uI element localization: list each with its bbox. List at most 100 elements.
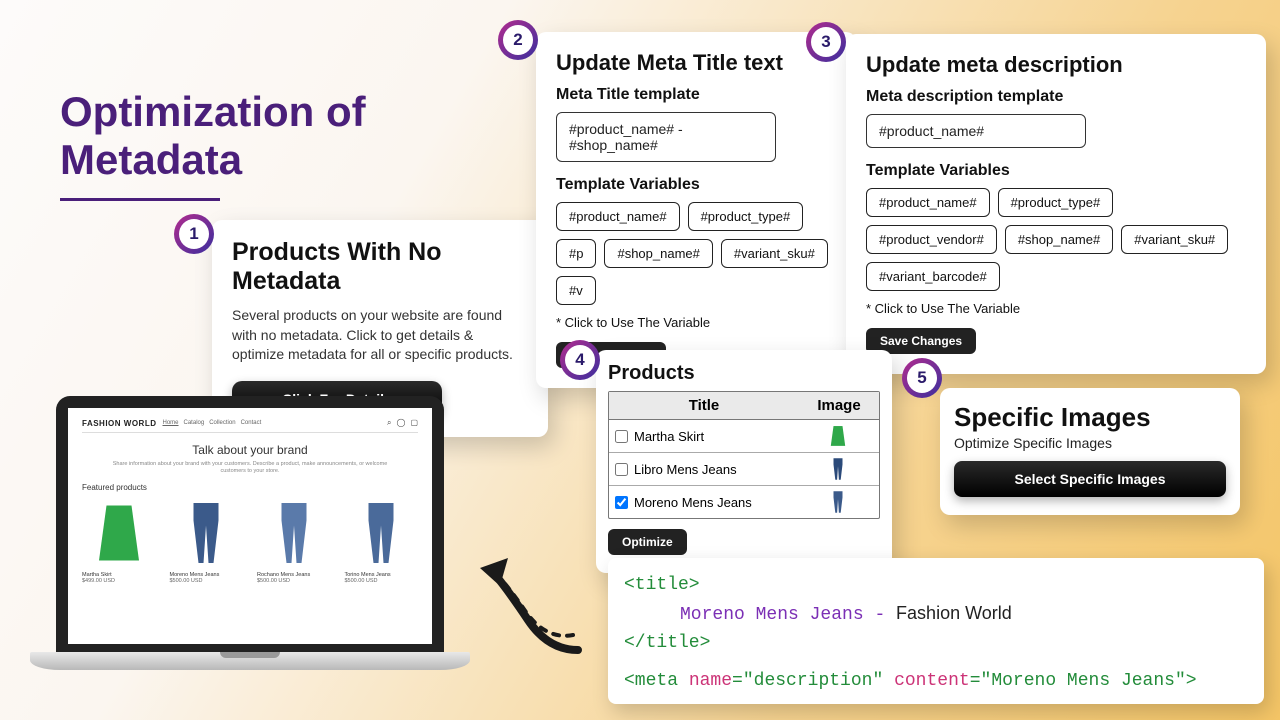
meta-description-template-input[interactable]: #product_name#: [866, 114, 1086, 148]
row-checkbox[interactable]: [615, 496, 628, 509]
code-eq1: =: [732, 671, 743, 691]
code-sep: -: [864, 605, 896, 625]
template-variable-chip[interactable]: #v: [556, 276, 596, 305]
code-meta-close: >: [1186, 671, 1197, 691]
step-number: 5: [907, 363, 937, 393]
user-icon: ◯: [396, 418, 405, 428]
step-number: 3: [811, 27, 841, 57]
product-image: [345, 498, 419, 568]
template-variable-chip[interactable]: #product_name#: [866, 188, 990, 217]
nav-link: Collection: [209, 420, 235, 426]
product-price: $500.00 USD: [345, 578, 419, 584]
step-badge-4: 4: [560, 340, 600, 380]
template-variable-chip[interactable]: #variant_barcode#: [866, 262, 1000, 291]
card2-subtitle: Meta Title template: [556, 86, 846, 104]
laptop-mockup: FASHION WORLD Home Catalog Collection Conta…: [30, 396, 470, 706]
code-content-val: "Moreno Mens Jeans": [981, 671, 1186, 691]
optimize-button[interactable]: Optimize: [608, 529, 687, 555]
shop-brand: FASHION WORLD: [82, 419, 157, 428]
card1-title: Products With No Metadata: [232, 238, 528, 296]
product-title: Martha Skirt: [634, 429, 803, 444]
shop-hero-title: Talk about your brand: [82, 443, 418, 457]
col-title: Title: [609, 392, 799, 419]
step-badge-3: 3: [806, 22, 846, 62]
table-row[interactable]: Moreno Mens Jeans: [609, 486, 879, 518]
products-table: Title Image Martha Skirt Libro Mens Jean…: [608, 391, 880, 519]
nav-link: Contact: [241, 420, 262, 426]
product-price: $499.00 USD: [82, 578, 156, 584]
card3-vars-label: Template Variables: [866, 162, 1246, 180]
shop-hero-subtitle: Share information about your brand with …: [82, 461, 418, 475]
code-title-close: </title>: [624, 633, 710, 653]
shop-product-item: Martha Skirt $499.00 USD: [82, 498, 156, 584]
product-thumb: [803, 457, 873, 481]
step-badge-1: 1: [174, 214, 214, 254]
template-variable-chip[interactable]: #variant_sku#: [721, 239, 828, 268]
page-title: Optimization ofMetadata: [60, 88, 366, 185]
card2-chips: #product_name# #product_type# #p #shop_name…: [556, 202, 846, 305]
card3-title: Update meta description: [866, 52, 1246, 78]
shop-hero: Talk about your brand Share information …: [82, 443, 418, 475]
template-variable-chip[interactable]: #variant_sku#: [1121, 225, 1228, 254]
code-eq2: =: [970, 671, 981, 691]
table-row[interactable]: Libro Mens Jeans: [609, 453, 879, 486]
card5-title: Specific Images: [954, 402, 1226, 433]
template-variable-chip[interactable]: #p: [556, 239, 596, 268]
step-number: 4: [565, 345, 595, 375]
shop-navbar: FASHION WORLD Home Catalog Collection Conta…: [82, 418, 418, 433]
step-number: 2: [503, 25, 533, 55]
nav-link: Home: [163, 420, 179, 426]
products-table-header: Title Image: [609, 392, 879, 420]
code-desc-val: "description": [743, 671, 883, 691]
card3-chips: #product_name# #product_type##product_ven…: [866, 188, 1246, 291]
step-badge-5: 5: [902, 358, 942, 398]
shop-section-label: Featured products: [82, 483, 418, 492]
row-checkbox[interactable]: [615, 463, 628, 476]
code-title-open: <title>: [624, 575, 700, 595]
template-variable-chip[interactable]: #product_type#: [688, 202, 804, 231]
template-variable-chip[interactable]: #product_name#: [556, 202, 680, 231]
template-variable-chip[interactable]: #shop_name#: [1005, 225, 1113, 254]
product-price: $500.00 USD: [170, 578, 244, 584]
shop-nav-icons: ⌕ ◯ ▢: [387, 418, 418, 428]
product-title: Libro Mens Jeans: [634, 462, 803, 477]
template-variable-chip[interactable]: #product_vendor#: [866, 225, 997, 254]
code-output: <title> Moreno Mens Jeans - Fashion Worl…: [608, 558, 1264, 704]
shop-product-grid: Martha Skirt $499.00 USD Moreno Mens Jea…: [82, 498, 418, 584]
code-shop-name: Fashion World: [896, 603, 1012, 623]
laptop-screen: FASHION WORLD Home Catalog Collection Conta…: [68, 408, 432, 644]
search-icon: ⌕: [387, 418, 391, 428]
curved-arrow-icon: [478, 540, 598, 660]
laptop-screen-frame: FASHION WORLD Home Catalog Collection Conta…: [56, 396, 444, 656]
card-meta-title: Update Meta Title text Meta Title templa…: [536, 32, 856, 388]
cart-icon: ▢: [410, 418, 418, 428]
table-row[interactable]: Martha Skirt: [609, 420, 879, 453]
code-meta-open: <meta: [624, 671, 689, 691]
card4-title: Products: [608, 362, 880, 385]
card5-subtitle: Optimize Specific Images: [954, 435, 1226, 451]
laptop-notch: [220, 652, 280, 658]
select-specific-images-button[interactable]: Select Specific Images: [954, 461, 1226, 497]
product-image: [82, 498, 156, 568]
card2-vars-label: Template Variables: [556, 176, 846, 194]
shop-product-item: Rochano Mens Jeans $500.00 USD: [257, 498, 331, 584]
card-meta-description: Update meta description Meta description…: [846, 34, 1266, 374]
product-image: [170, 498, 244, 568]
template-variable-chip[interactable]: #product_type#: [998, 188, 1114, 217]
code-attr-content: content: [883, 671, 969, 691]
card2-title: Update Meta Title text: [556, 50, 846, 76]
product-thumb: [803, 490, 873, 514]
meta-title-template-input[interactable]: #product_name# - #shop_name#: [556, 112, 776, 162]
col-image: Image: [799, 392, 879, 419]
shop-product-item: Torino Mens Jeans $500.00 USD: [345, 498, 419, 584]
template-variable-chip[interactable]: #shop_name#: [604, 239, 712, 268]
card-products: Products Title Image Martha Skirt Libro …: [596, 350, 892, 573]
card3-subtitle: Meta description template: [866, 88, 1246, 106]
row-checkbox[interactable]: [615, 430, 628, 443]
shop-nav-links: Home Catalog Collection Contact: [163, 420, 262, 426]
product-title: Moreno Mens Jeans: [634, 495, 803, 510]
nav-link: Catalog: [184, 420, 205, 426]
code-product-name: Moreno Mens Jeans: [680, 605, 864, 625]
card1-desc: Several products on your website are fou…: [232, 306, 528, 365]
product-price: $500.00 USD: [257, 578, 331, 584]
